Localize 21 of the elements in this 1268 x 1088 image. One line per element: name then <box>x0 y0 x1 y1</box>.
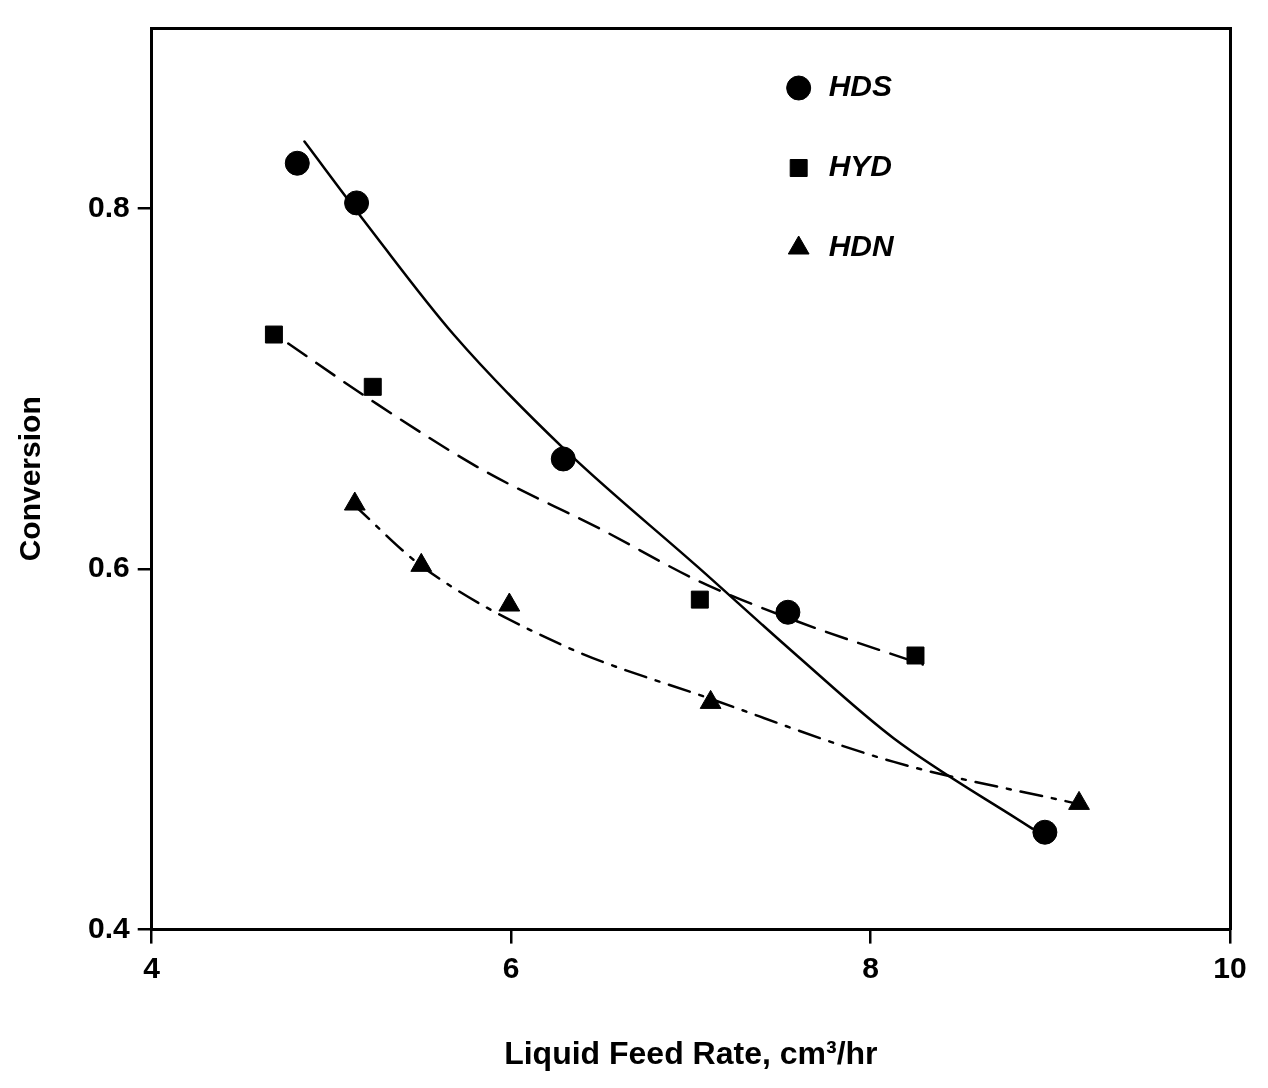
y-axis-title: Conversion <box>13 396 47 562</box>
point <box>690 590 709 609</box>
point <box>363 377 382 396</box>
point <box>284 150 310 176</box>
y-tick-label: 0.8 <box>87 189 130 223</box>
point <box>1032 819 1058 845</box>
point <box>264 325 283 344</box>
y-tick-label: 0.6 <box>87 550 130 584</box>
y-tick-label: 0.4 <box>87 910 130 944</box>
point <box>906 646 925 665</box>
point <box>775 599 801 625</box>
point <box>344 190 370 216</box>
x-tick-label: 6 <box>502 950 520 984</box>
point <box>550 446 576 472</box>
x-tick-label: 8 <box>862 950 879 984</box>
x-tick-label: 10 <box>1213 950 1247 984</box>
x-axis-title: Liquid Feed Rate, cm³/hr <box>504 1034 878 1071</box>
legend-label: HDS <box>828 69 893 103</box>
legend-label: HYD <box>828 149 893 183</box>
x-tick-label: 4 <box>143 950 161 984</box>
legend-label: HDN <box>828 229 896 263</box>
